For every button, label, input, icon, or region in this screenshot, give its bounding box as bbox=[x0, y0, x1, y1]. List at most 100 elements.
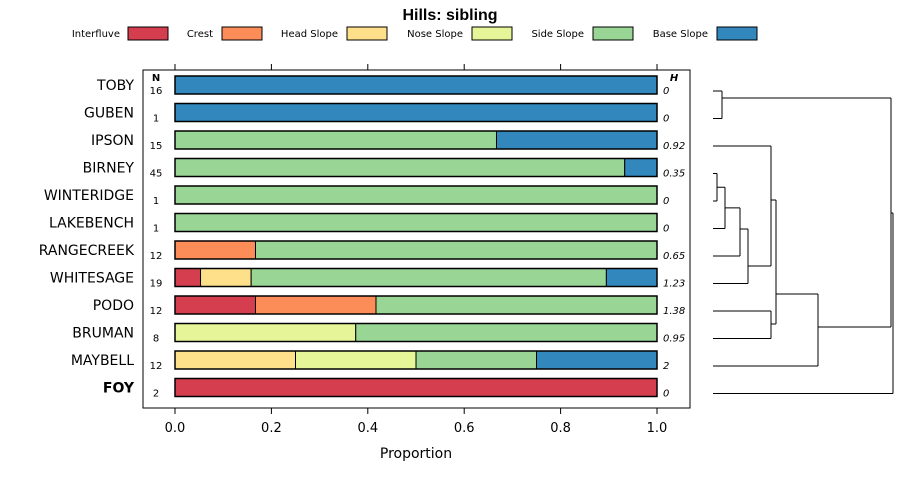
bar-segment bbox=[174, 158, 626, 177]
n-value: 2 bbox=[153, 389, 159, 400]
h-value: 0 bbox=[663, 224, 669, 235]
h-header: H bbox=[670, 73, 679, 84]
n-header: N bbox=[152, 73, 160, 84]
x-tick-label: 0.0 bbox=[165, 421, 186, 436]
bar-segment bbox=[605, 268, 658, 287]
n-value: 8 bbox=[153, 334, 159, 345]
bar-outline bbox=[174, 185, 658, 205]
dendrogram bbox=[713, 90, 894, 394]
row-label: WINTERIDGE bbox=[44, 188, 134, 204]
bar-segment bbox=[174, 295, 256, 315]
bar-segment bbox=[355, 323, 658, 342]
legend-label: Interfluve bbox=[72, 29, 120, 40]
bar-segment bbox=[174, 103, 658, 122]
legend-swatch bbox=[346, 26, 388, 41]
legend-swatch bbox=[592, 26, 634, 41]
bar-segment bbox=[250, 268, 607, 287]
n-value: 12 bbox=[150, 306, 163, 317]
bar-segment bbox=[174, 350, 296, 370]
legend-label: Head Slope bbox=[281, 29, 338, 40]
bar-segment bbox=[174, 378, 658, 397]
row-label: LAKEBENCH bbox=[49, 216, 134, 232]
n-value: 1 bbox=[153, 196, 159, 207]
legend-label: Crest bbox=[187, 29, 213, 40]
n-value: 1 bbox=[153, 114, 159, 125]
row-label: PODO bbox=[93, 298, 134, 314]
bar-segment bbox=[174, 240, 256, 260]
bar-segment bbox=[495, 130, 658, 150]
bar-segment bbox=[174, 323, 357, 342]
bar-outline bbox=[174, 377, 658, 398]
bar-segment bbox=[174, 130, 497, 150]
legend-label: Base Slope bbox=[653, 29, 708, 40]
row-label: MAYBELL bbox=[71, 353, 134, 369]
bar-segment bbox=[254, 240, 658, 260]
legend-swatch bbox=[716, 26, 758, 41]
h-value: 0.35 bbox=[663, 169, 685, 180]
h-value: 0.65 bbox=[663, 251, 685, 262]
row-label: FOY bbox=[103, 381, 135, 397]
x-tick-label: 0.4 bbox=[357, 421, 378, 436]
bar-outline bbox=[174, 322, 658, 343]
h-value: 1.23 bbox=[663, 279, 685, 290]
h-value: 0 bbox=[663, 196, 669, 207]
bar-segment bbox=[415, 350, 537, 370]
bar-segment bbox=[174, 185, 658, 205]
bar-outline bbox=[174, 75, 658, 95]
n-value: 12 bbox=[150, 361, 163, 372]
row-label: TOBY bbox=[96, 78, 134, 94]
bar-segment bbox=[254, 295, 377, 315]
bar-outline bbox=[174, 267, 658, 288]
h-value: 2 bbox=[663, 361, 669, 372]
panel-border bbox=[142, 69, 691, 409]
n-value: 12 bbox=[150, 251, 163, 262]
row-labels: TOBY 16 0 GUBEN 1 0 IPSON 15 0.92 BIRNEY 45 0.35 WIN… bbox=[39, 78, 686, 400]
row-label: WHITESAGE bbox=[50, 271, 134, 287]
bar-segment bbox=[295, 350, 417, 370]
bar-segment bbox=[174, 75, 658, 95]
x-tick-label: 0.6 bbox=[454, 421, 475, 436]
legend-label: Nose Slope bbox=[407, 29, 463, 40]
row-label: RANGECREEK bbox=[39, 243, 135, 259]
row-label: GUBEN bbox=[84, 106, 134, 122]
legend-swatch bbox=[221, 26, 263, 41]
bar-outline bbox=[174, 240, 658, 260]
legend-label: Side Slope bbox=[531, 29, 584, 40]
bar-outline bbox=[174, 102, 658, 123]
x-axis-label: Proportion bbox=[380, 446, 452, 462]
h-value: 0.92 bbox=[663, 141, 685, 152]
row-label: BIRNEY bbox=[83, 161, 135, 177]
h-value: 0 bbox=[663, 86, 669, 97]
x-tick-label: 0.8 bbox=[550, 421, 571, 436]
h-value: 0 bbox=[663, 114, 669, 125]
h-value: 0.95 bbox=[663, 334, 685, 345]
bar-segment bbox=[174, 213, 658, 232]
bar-segment bbox=[536, 350, 658, 370]
bars bbox=[174, 75, 658, 398]
n-value: 16 bbox=[150, 86, 163, 97]
n-value: 15 bbox=[150, 141, 163, 152]
chart-title: Hills: sibling bbox=[402, 7, 497, 24]
bar-outline bbox=[174, 212, 658, 233]
n-value: 1 bbox=[153, 224, 159, 235]
row-label: IPSON bbox=[91, 133, 134, 149]
h-value: 1.38 bbox=[663, 306, 685, 317]
legend-swatch bbox=[127, 26, 169, 41]
bar-segment bbox=[174, 268, 202, 287]
x-axis: 0.0 0.2 0.4 0.6 0.8 1.0 bbox=[165, 64, 668, 436]
row-label: BRUMAN bbox=[72, 326, 134, 342]
legend-swatch bbox=[471, 26, 513, 41]
bar-outline bbox=[174, 157, 658, 178]
n-value: 19 bbox=[150, 279, 163, 290]
bar-outline bbox=[174, 295, 658, 315]
n-value: 45 bbox=[150, 169, 163, 180]
h-value: 0 bbox=[663, 389, 669, 400]
x-tick-label: 1.0 bbox=[647, 421, 668, 436]
x-tick-label: 0.2 bbox=[261, 421, 282, 436]
legend: Interfluve Crest Head Slope Nose Slope Side … bbox=[72, 26, 758, 41]
bar-segment bbox=[200, 268, 252, 287]
bar-outline bbox=[174, 350, 658, 370]
bar-segment bbox=[375, 295, 658, 315]
